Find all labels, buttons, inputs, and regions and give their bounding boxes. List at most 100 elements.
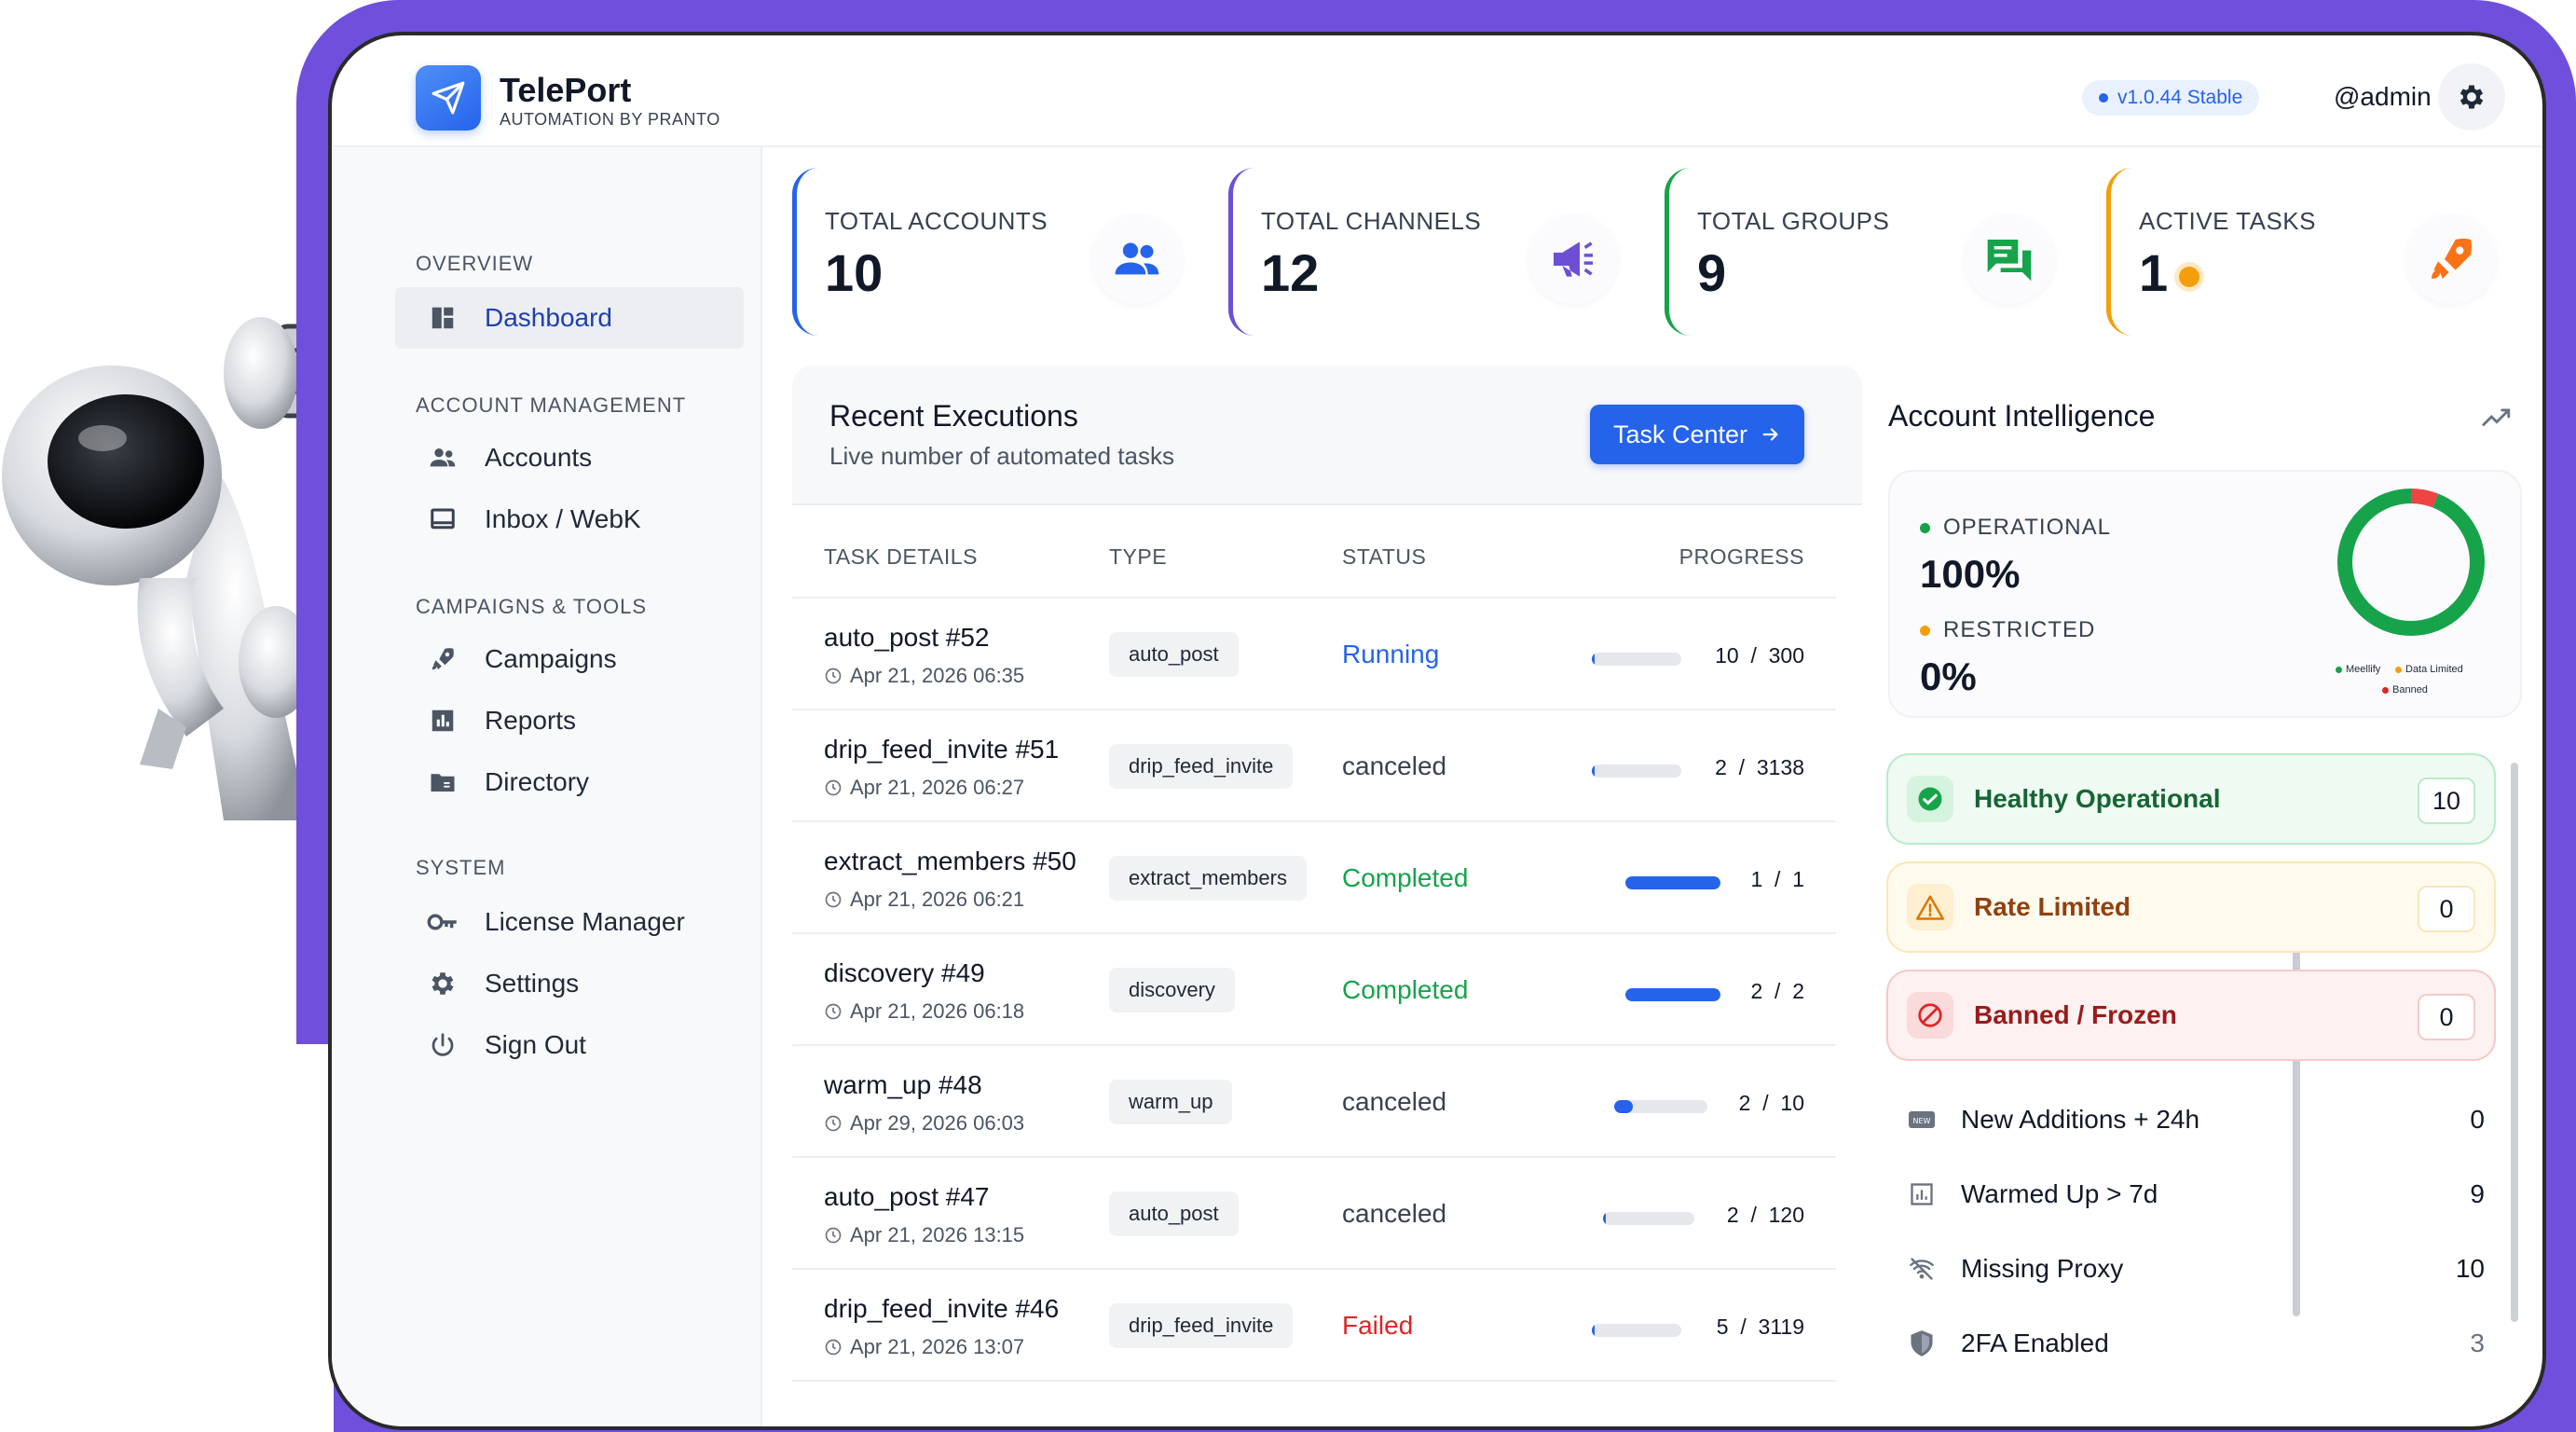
progress-separator: / xyxy=(1728,1315,1759,1339)
sidebar-item-license-manager[interactable]: License Manager xyxy=(395,891,744,953)
task-status: canceled xyxy=(1342,751,1447,780)
task-center-button[interactable]: Task Center xyxy=(1590,405,1804,464)
logo[interactable] xyxy=(416,65,481,131)
task-type-chip: extract_members xyxy=(1109,856,1307,901)
stat-label: ACTIVE TASKS xyxy=(2139,207,2316,235)
gear-icon xyxy=(427,968,459,999)
stat-card-total-channels[interactable]: TOTAL CHANNELS 12 xyxy=(1228,168,1638,336)
table-row[interactable]: drip_feed_invite #51 Apr 21, 2026 06:27 dr… xyxy=(792,710,1836,822)
task-name[interactable]: warm_up #48 xyxy=(824,1070,982,1099)
progress-bar xyxy=(1625,988,1720,1001)
pill-banned-frozen[interactable]: Banned / Frozen 0 xyxy=(1886,970,2496,1061)
app-subtitle: AUTOMATION BY PRANTO xyxy=(500,110,720,129)
no-signal-icon xyxy=(1907,1254,1937,1284)
progress-done: 2 xyxy=(1750,979,1763,1003)
metric-label: New Additions + 24h xyxy=(1961,1105,2200,1134)
sidebar-item-sign-out[interactable]: Sign Out xyxy=(395,1014,744,1076)
task-date-text: Apr 21, 2026 13:15 xyxy=(850,1223,1025,1246)
column-header-type: TYPE xyxy=(1109,544,1168,569)
users-icon xyxy=(427,442,459,474)
gear-icon xyxy=(2460,85,2484,109)
table-row[interactable]: drip_feed_invite #46 Apr 21, 2026 13:07 dr… xyxy=(792,1270,1836,1382)
task-name[interactable]: auto_post #52 xyxy=(824,623,990,652)
progress-total: 3138 xyxy=(1756,755,1804,779)
progress-done: 2 xyxy=(1738,1091,1751,1115)
legend-dot xyxy=(2382,686,2389,694)
sidebar-item-reports[interactable]: Reports xyxy=(395,690,744,751)
pill-rate-limited[interactable]: Rate Limited 0 xyxy=(1886,861,2496,953)
power-icon xyxy=(427,1029,459,1061)
label-text: RESTRICTED xyxy=(1943,617,2096,642)
legend-label: Meellify xyxy=(2346,664,2381,675)
stat-card-total-accounts[interactable]: TOTAL ACCOUNTS 10 xyxy=(792,168,1202,336)
version-badge: v1.0.44 Stable xyxy=(2082,80,2260,116)
sidebar-item-label: Directory xyxy=(485,767,590,796)
progress-bar xyxy=(1603,1212,1694,1225)
table-row[interactable]: auto_post #52 Apr 21, 2026 06:35 auto_post… xyxy=(792,599,1836,710)
section-label-system: SYSTEM xyxy=(416,856,506,879)
progress-total: 2 xyxy=(1792,979,1804,1003)
bar-chart-icon xyxy=(427,705,459,737)
sidebar-item-dashboard[interactable]: Dashboard xyxy=(395,287,744,349)
sidebar-item-settings[interactable]: Settings xyxy=(395,953,744,1014)
trend-icon[interactable] xyxy=(2481,405,2513,429)
table-row[interactable]: auto_post #47 Apr 21, 2026 13:15 auto_post… xyxy=(792,1158,1836,1270)
sidebar-item-accounts[interactable]: Accounts xyxy=(395,427,744,489)
user-name[interactable]: @admin xyxy=(2334,82,2432,111)
progress-separator: / xyxy=(1726,755,1757,779)
task-name[interactable]: drip_feed_invite #51 xyxy=(824,735,1060,764)
task-name[interactable]: discovery #49 xyxy=(824,958,985,987)
legend-label: Data Limited xyxy=(2405,664,2463,675)
sidebar-item-label: License Manager xyxy=(485,907,685,936)
pill-count: 0 xyxy=(2418,994,2475,1040)
sidebar-item-label: Dashboard xyxy=(485,303,612,332)
stat-value: 1 xyxy=(2139,242,2200,303)
progress-fill xyxy=(1592,653,1596,666)
clock-icon xyxy=(825,1115,842,1132)
orange-dot xyxy=(1920,625,1930,636)
table-header: TASK DETAILS TYPE STATUS PROGRESS xyxy=(792,505,1836,599)
intelligence-scrollbar[interactable] xyxy=(2511,763,2518,1322)
progress-done: 2 xyxy=(1715,755,1727,779)
progress-separator: / xyxy=(1738,643,1769,668)
progress-bar xyxy=(1614,1100,1707,1113)
progress-separator: / xyxy=(1750,1091,1781,1115)
progress-fill xyxy=(1625,988,1720,1001)
task-name[interactable]: drip_feed_invite #46 xyxy=(824,1294,1060,1323)
column-header-task-details: TASK DETAILS xyxy=(824,544,978,569)
metric-value: 10 xyxy=(2455,1254,2485,1283)
legend-item-meellify: Meellify xyxy=(2336,664,2380,675)
operational-value: 100% xyxy=(1920,552,2021,596)
progress-count: 10 / 300 xyxy=(1715,643,1804,668)
pill-label: Banned / Frozen xyxy=(1974,1000,2177,1029)
progress-count: 2 / 120 xyxy=(1727,1203,1804,1228)
progress-bar xyxy=(1592,1324,1681,1337)
table-row[interactable]: discovery #49 Apr 21, 2026 06:18 discovery… xyxy=(792,934,1836,1046)
settings-button[interactable] xyxy=(2438,63,2505,131)
sidebar-item-directory[interactable]: Directory xyxy=(395,751,744,813)
metric-label: Missing Proxy xyxy=(1961,1254,2124,1283)
pill-healthy-operational[interactable]: Healthy Operational 10 xyxy=(1886,753,2496,845)
task-date-text: Apr 21, 2026 06:18 xyxy=(850,999,1025,1023)
clock-icon xyxy=(825,1227,842,1244)
task-name[interactable]: auto_post #47 xyxy=(824,1182,990,1211)
progress-separator: / xyxy=(1762,867,1793,891)
scrollbar[interactable] xyxy=(2293,869,2300,1316)
stat-card-active-tasks[interactable]: ACTIVE TASKS 1 xyxy=(2106,168,2516,336)
task-date: Apr 21, 2026 13:15 xyxy=(824,1223,1024,1247)
key-icon xyxy=(427,906,459,938)
task-type-chip: drip_feed_invite xyxy=(1109,1303,1294,1348)
table-row[interactable]: warm_up #48 Apr 29, 2026 06:03 warm_up canc… xyxy=(792,1046,1836,1158)
task-name[interactable]: extract_members #50 xyxy=(824,847,1076,875)
task-date-text: Apr 29, 2026 06:03 xyxy=(850,1111,1025,1135)
metric-label: Warmed Up > 7d xyxy=(1961,1179,2158,1208)
users-icon xyxy=(1092,214,1182,304)
section-label-campaigns-tools: CAMPAIGNS & TOOLS xyxy=(416,595,648,618)
progress-fill xyxy=(1614,1100,1633,1113)
chat-icon xyxy=(1965,214,2054,304)
sidebar-item-campaigns[interactable]: Campaigns xyxy=(395,628,744,690)
stat-card-total-groups[interactable]: TOTAL GROUPS 9 xyxy=(1665,168,2075,336)
table-row[interactable]: extract_members #50 Apr 21, 2026 06:21 ext… xyxy=(792,822,1836,934)
sidebar-item-inbox[interactable]: Inbox / WebK xyxy=(395,489,744,550)
progress-count: 1 / 1 xyxy=(1750,867,1804,892)
